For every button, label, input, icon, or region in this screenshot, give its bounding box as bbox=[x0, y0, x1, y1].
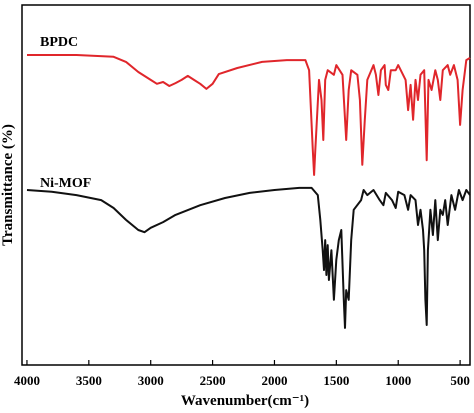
x-tick-label: 2500 bbox=[200, 373, 226, 388]
x-tick-label: 500 bbox=[450, 373, 470, 388]
x-axis-title: Wavenumber(cm⁻¹) bbox=[181, 393, 309, 409]
spectrum-line bbox=[27, 54, 471, 176]
series-label: Ni-MOF bbox=[40, 176, 91, 191]
x-tick-label: 1000 bbox=[385, 373, 411, 388]
y-axis-title: Transmittance (%) bbox=[0, 124, 16, 246]
x-tick-label: 3500 bbox=[76, 373, 102, 388]
plot-frame bbox=[21, 4, 471, 366]
x-tick-label: 1500 bbox=[323, 373, 349, 388]
x-tick-label: 2000 bbox=[261, 373, 287, 388]
x-tick-label: 4000 bbox=[14, 373, 40, 388]
x-tick-label: 3000 bbox=[138, 373, 164, 388]
series-label: BPDC bbox=[40, 35, 78, 50]
spectrum-line bbox=[26, 186, 471, 329]
